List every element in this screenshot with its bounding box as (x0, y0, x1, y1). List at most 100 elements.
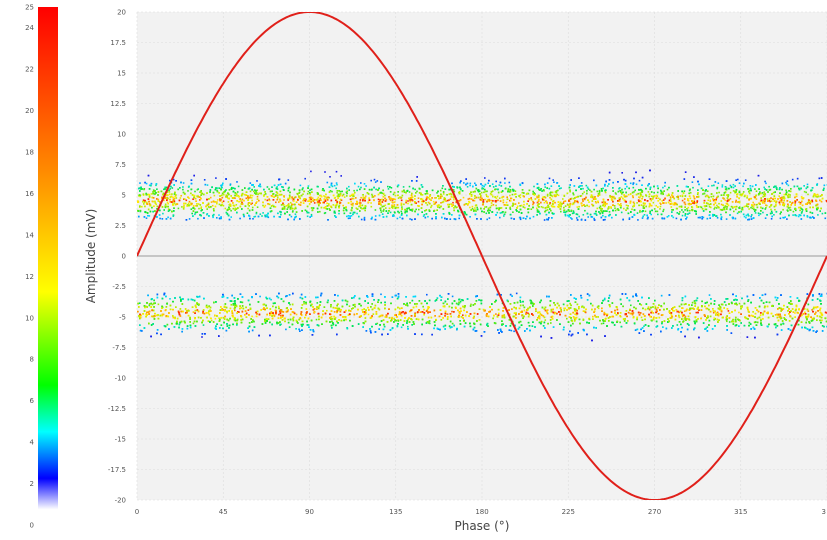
scatter-point (787, 210, 789, 212)
scatter-point (570, 209, 573, 212)
scatter-point (718, 206, 720, 209)
scatter-point (238, 200, 240, 203)
scatter-point (317, 211, 319, 213)
scatter-point (803, 185, 805, 187)
scatter-point (559, 201, 562, 204)
scatter-point (729, 191, 732, 194)
scatter-point (604, 201, 607, 204)
scatter-point (174, 203, 177, 206)
scatter-point (541, 190, 543, 192)
scatter-point (289, 201, 292, 204)
scatter-point (277, 184, 280, 186)
scatter-point (392, 193, 395, 196)
scatter-point (406, 214, 408, 217)
scatter-point (325, 207, 327, 210)
scatter-point (232, 197, 234, 199)
scatter-point (326, 202, 328, 205)
scatter-point (794, 196, 796, 199)
scatter-point (545, 206, 548, 209)
scatter-point (775, 185, 777, 188)
scatter-point (715, 198, 717, 201)
scatter-point (359, 199, 362, 201)
scatter-point (656, 210, 659, 213)
scatter-point (497, 199, 499, 202)
scatter-point (144, 199, 146, 202)
scatter-point (820, 200, 823, 203)
scatter-point (805, 210, 808, 212)
scatter-point (631, 216, 634, 218)
scatter-point (471, 205, 474, 208)
scatter-point (650, 199, 653, 202)
scatter-point (569, 189, 571, 191)
scatter-point (703, 205, 706, 207)
scatter-point (360, 218, 363, 221)
scatter-point (794, 202, 796, 204)
scatter-point (746, 197, 748, 199)
scatter-point (738, 207, 741, 209)
scatter-point (318, 203, 320, 206)
scatter-point (425, 209, 428, 211)
scatter-point (782, 196, 785, 198)
scatter-point (422, 215, 425, 217)
scatter-point (206, 208, 208, 210)
scatter-point (476, 208, 479, 211)
scatter-point (610, 206, 612, 208)
scatter-point (548, 217, 550, 219)
scatter-point (365, 185, 367, 187)
scatter-point (743, 182, 745, 185)
scatter-point (388, 196, 390, 198)
scatter-point (326, 197, 328, 200)
scatter-point (212, 216, 214, 219)
scatter-point (539, 189, 541, 191)
scatter-point (310, 213, 313, 216)
scatter-point (513, 218, 515, 220)
scatter-point (595, 210, 597, 213)
scatter-point (420, 207, 423, 209)
scatter-point (801, 200, 803, 203)
scatter-point (595, 213, 597, 215)
scatter-point (320, 194, 322, 197)
scatter-point (397, 206, 400, 209)
scatter-point (726, 208, 728, 210)
scatter-point (697, 216, 700, 219)
scatter-point (436, 192, 438, 194)
scatter-point (819, 210, 821, 212)
scatter-point (268, 188, 270, 190)
scatter-point (306, 205, 309, 208)
scatter-point (328, 186, 331, 188)
scatter-point (221, 192, 224, 195)
scatter-point (400, 204, 403, 206)
scatter-point (563, 206, 565, 209)
scatter-point (666, 216, 669, 218)
scatter-point (420, 200, 423, 203)
scatter-point (714, 199, 717, 202)
scatter-point (597, 195, 599, 197)
scatter-point (444, 217, 446, 220)
scatter-point (401, 206, 403, 208)
scatter-point (762, 195, 764, 198)
scatter-point (758, 202, 760, 204)
scatter-point (335, 182, 338, 184)
scatter-point (741, 193, 743, 196)
scatter-point (172, 215, 175, 217)
scatter-point (691, 202, 694, 204)
scatter-point (681, 209, 683, 211)
scatter-point (700, 187, 703, 190)
scatter-point (785, 181, 787, 184)
scatter-point (582, 187, 584, 190)
scatter-point (302, 199, 304, 202)
scatter-point (485, 206, 488, 208)
scatter-point (625, 201, 627, 203)
scatter-point (291, 211, 294, 213)
scatter-point (654, 210, 657, 213)
scatter-point (155, 183, 158, 185)
scatter-point (480, 199, 482, 201)
scatter-point (163, 209, 165, 211)
scatter-point (206, 184, 209, 186)
scatter-point (662, 208, 665, 211)
scatter-point (394, 198, 397, 201)
scatter-point (218, 192, 220, 194)
scatter-point (296, 193, 299, 196)
scatter-point (638, 200, 640, 203)
scatter-point (587, 216, 589, 218)
